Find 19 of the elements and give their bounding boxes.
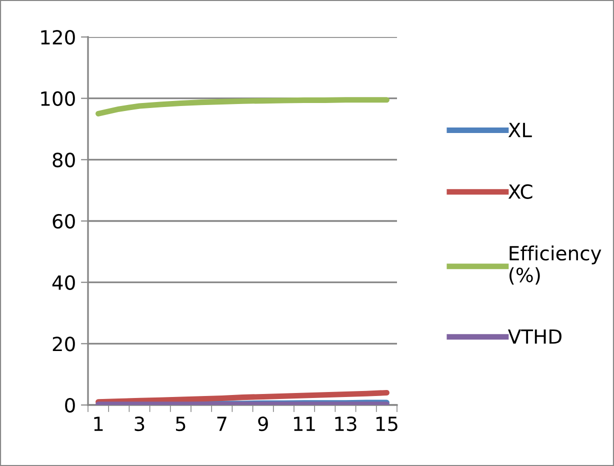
x-tick-label: 9	[258, 416, 268, 432]
x-tick-label: 1	[94, 416, 103, 431]
y-tick-label: 20	[52, 336, 75, 352]
x-tick-label: 11	[294, 416, 315, 431]
x-tick-label: 5	[176, 416, 186, 432]
legend-label: Efficiency (%)	[510, 246, 602, 285]
y-tick-label: 80	[52, 152, 75, 168]
x-tick-label: 7	[217, 416, 226, 431]
x-tick-label: 15	[376, 416, 398, 432]
y-tick-label: 60	[52, 214, 75, 229]
x-tick-label: 3	[134, 416, 144, 432]
y-tick-label: 40	[52, 275, 75, 290]
legend-label: VTHD	[508, 329, 562, 344]
legend-label: XC	[508, 184, 532, 199]
x-tick-label: 13	[335, 416, 356, 432]
y-tick-label: 100	[41, 91, 75, 106]
y-tick-label: 0	[65, 398, 75, 413]
y-tick-label: 120	[41, 30, 75, 45]
legend-label: XL	[508, 122, 532, 138]
